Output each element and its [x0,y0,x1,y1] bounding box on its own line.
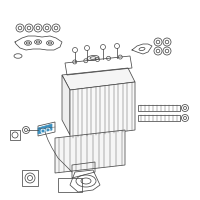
Bar [58,178,82,192]
Bar [22,170,38,186]
Polygon shape [62,75,70,135]
Polygon shape [70,82,135,138]
Polygon shape [55,130,125,173]
Polygon shape [62,68,135,90]
Bar [138,105,180,111]
Bar [10,130,20,140]
Polygon shape [38,124,52,134]
Bar [138,115,180,121]
